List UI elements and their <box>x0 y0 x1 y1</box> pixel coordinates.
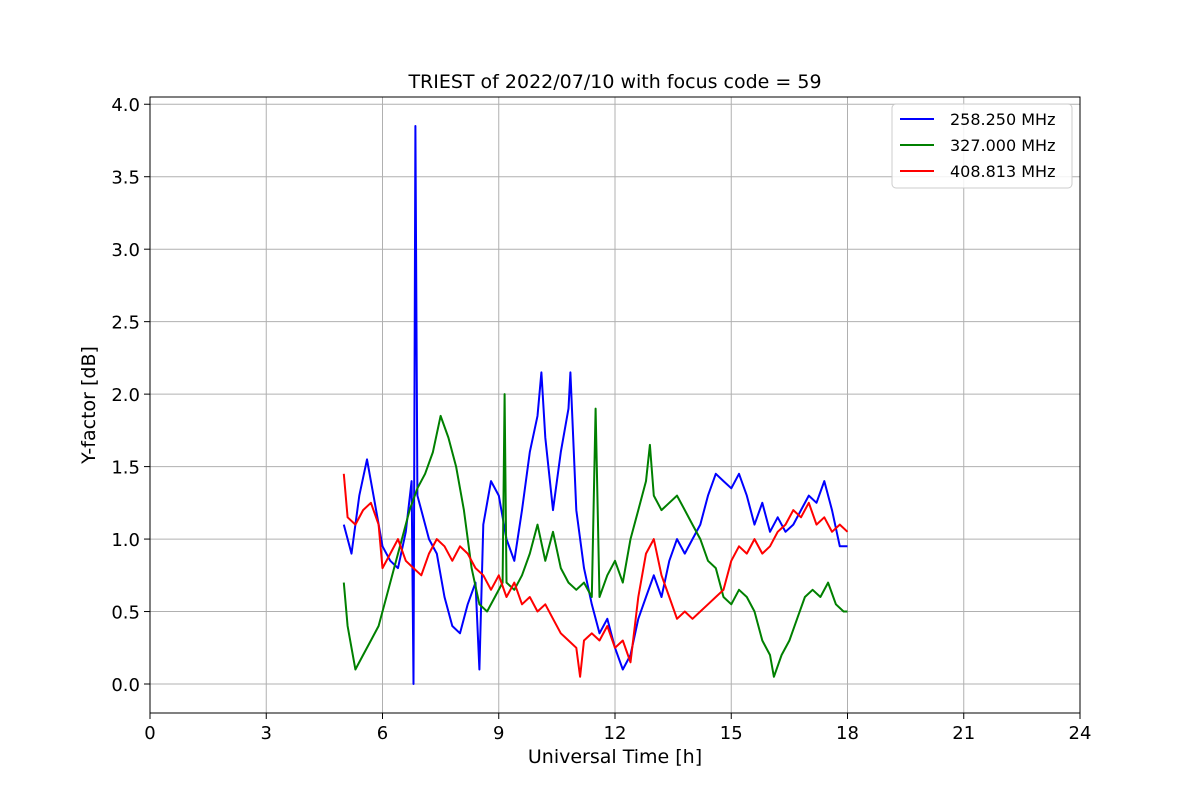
y-tick-label: 1.0 <box>111 530 140 551</box>
x-tick-label: 24 <box>1069 723 1092 744</box>
legend-label-2: 327.000 MHz <box>950 136 1055 155</box>
legend-box <box>891 103 1073 189</box>
y-tick-label: 1.5 <box>111 458 140 479</box>
x-tick-label: 0 <box>144 723 155 744</box>
legend-label-1: 258.250 MHz <box>950 110 1055 129</box>
series-line-2 <box>342 393 848 678</box>
x-tick-label: 9 <box>493 723 504 744</box>
legend: 258.250 MHz 327.000 MHz 408.813 MHz <box>891 103 1073 189</box>
y-tick-label: 3.5 <box>111 168 140 189</box>
y-axis: 0.0 0.5 1.0 1.5 2.0 2.5 3.0 3.5 4.0 <box>111 95 150 696</box>
series-layer <box>342 125 849 685</box>
y-tick-label: 0.0 <box>111 675 140 696</box>
y-tick-label: 4.0 <box>111 95 140 116</box>
chart-title: TRIEST of 2022/07/10 with focus code = 5… <box>407 71 821 93</box>
y-tick-label: 2.0 <box>111 385 140 406</box>
x-tick-label: 3 <box>261 723 272 744</box>
y-tick-label: 0.5 <box>111 603 140 624</box>
y-tick-label: 3.0 <box>111 240 140 261</box>
y-axis-label: Y-factor [dB] <box>78 346 100 465</box>
series-line-3 <box>342 473 849 678</box>
x-axis: 0 3 6 9 12 15 18 21 24 <box>144 713 1091 744</box>
x-tick-label: 18 <box>836 723 859 744</box>
y-tick-label: 2.5 <box>111 313 140 334</box>
x-tick-label: 15 <box>720 723 743 744</box>
x-tick-label: 12 <box>604 723 627 744</box>
legend-label-3: 408.813 MHz <box>950 162 1055 181</box>
x-tick-label: 21 <box>952 723 975 744</box>
series-line-1 <box>342 125 848 685</box>
x-axis-label: Universal Time [h] <box>528 746 702 768</box>
x-tick-label: 6 <box>377 723 388 744</box>
